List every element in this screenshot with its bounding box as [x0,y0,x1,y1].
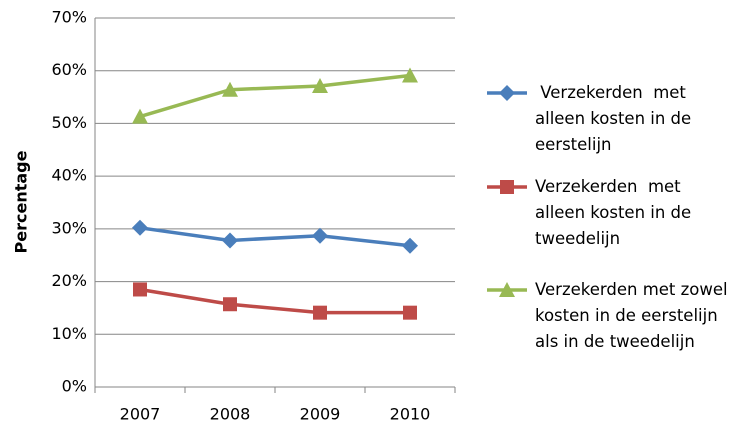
x-tick-label: 2007 [120,405,161,424]
marker [499,282,515,297]
y-tick-label: 40% [51,166,87,185]
marker [223,297,237,312]
marker [499,85,515,101]
marker [402,237,418,254]
series-line [139,287,410,315]
legend-label: Verzekerden met alleen kosten in de eers… [535,83,697,154]
x-tick-label: 2008 [210,405,251,424]
y-tick-label: 20% [51,271,87,290]
series-line [139,73,411,119]
x-tick-label: 2010 [390,405,431,424]
y-tick-label: 10% [51,324,87,343]
marker [132,219,148,236]
marker [313,305,327,320]
marker [222,232,238,249]
marker [500,180,514,194]
marker [402,67,418,83]
marker [312,227,328,244]
marker [312,78,328,94]
y-tick-label: 70% [51,8,87,27]
legend-label: Verzekerden met alleen kosten in de twee… [535,177,697,248]
marker [132,108,148,124]
marker [222,81,238,97]
x-tick-label: 2009 [300,405,341,424]
y-tick-label: 0% [62,377,87,396]
y-tick-label: 50% [51,113,87,132]
legend-label: Verzekerden met zowel kosten in de eerst… [535,280,733,351]
y-tick-label: 60% [51,60,87,79]
series-line [139,226,411,248]
marker [133,282,147,297]
y-axis-label: Percentage [12,150,31,253]
marker [403,305,417,320]
y-tick-label: 30% [51,218,87,237]
